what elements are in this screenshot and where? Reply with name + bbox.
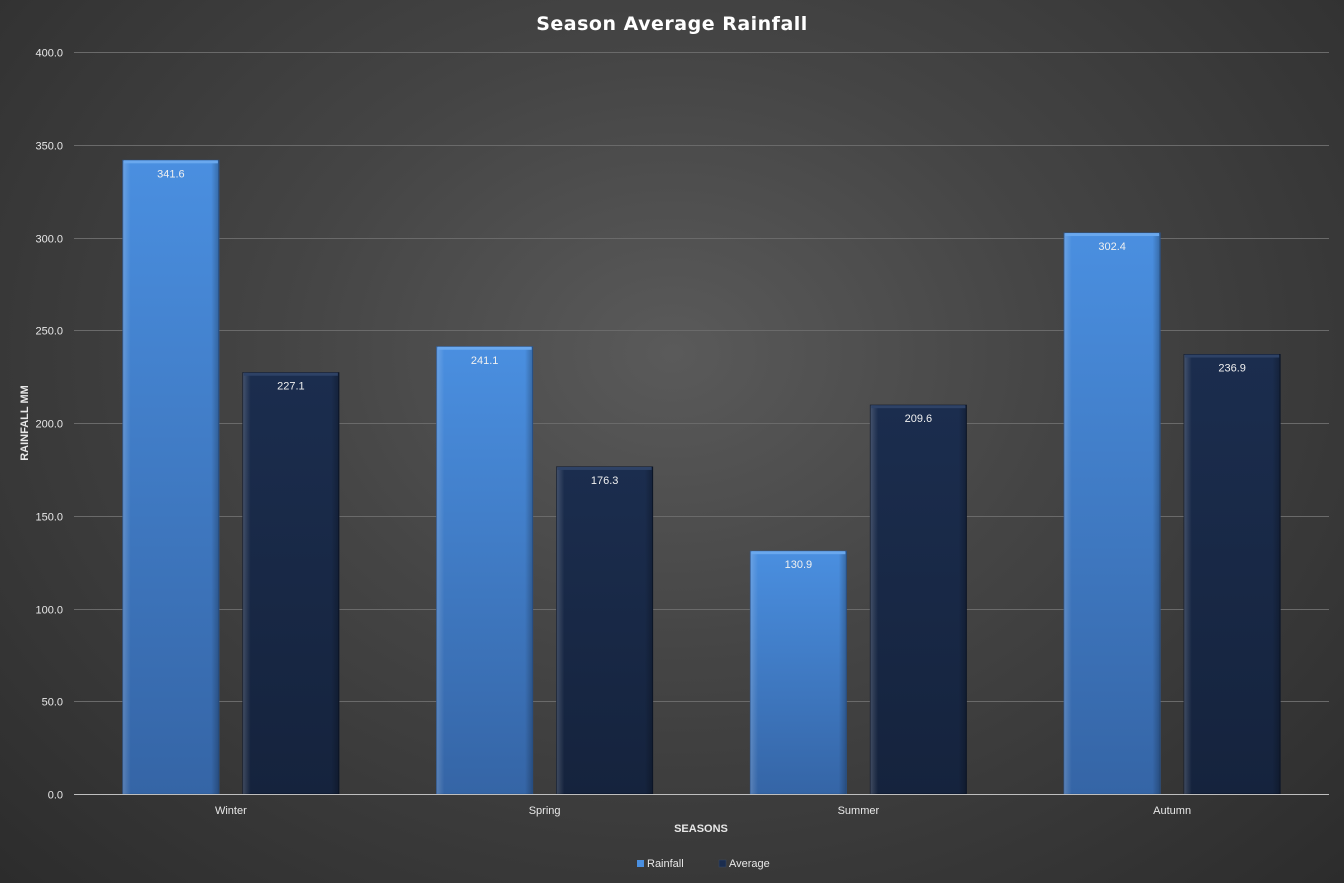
data-label-rainfall-winter: 341.6 — [157, 168, 185, 180]
legend: Rainfall Average — [637, 858, 770, 870]
x-tick-label: Summer — [838, 805, 880, 817]
y-tick-label: 0.0 — [48, 790, 63, 802]
bar-cap — [123, 160, 218, 164]
x-tick-label: Winter — [215, 805, 247, 817]
bar-rainfall-spring — [436, 346, 534, 795]
bar-cap — [751, 551, 846, 555]
bar-shading — [436, 346, 533, 794]
bar-average-summer — [869, 404, 967, 795]
data-label-rainfall-spring: 241.1 — [471, 355, 499, 367]
y-tick-label: 350.0 — [35, 141, 63, 153]
bar-cap — [243, 372, 338, 376]
data-label-average-winter: 227.1 — [277, 381, 305, 393]
bar-cap — [437, 346, 532, 350]
legend-swatch-rainfall — [637, 860, 644, 867]
legend-item-rainfall: Rainfall — [637, 858, 684, 870]
bar-cap — [1065, 233, 1160, 237]
legend-item-average: Average — [718, 858, 770, 870]
bar-shading — [556, 466, 653, 794]
data-label-average-summer: 209.6 — [905, 413, 933, 425]
bar-cap — [557, 466, 652, 470]
bar-shading — [870, 405, 967, 794]
bar-shading — [242, 372, 339, 794]
bar-average-winter — [242, 372, 340, 795]
data-label-rainfall-summer: 130.9 — [785, 559, 813, 571]
bar-cap — [871, 405, 966, 409]
y-tick-label: 200.0 — [35, 419, 63, 431]
y-tick-label: 400.0 — [35, 48, 63, 60]
data-label-average-autumn: 236.9 — [1218, 363, 1246, 375]
x-tick-label: Spring — [529, 805, 561, 817]
chart-title: Season Average Rainfall — [536, 13, 808, 35]
bar-shading — [122, 160, 219, 794]
y-axis-tick-labels: 0.0 50.0 100.0 150.0 200.0 250.0 300.0 350.0 400… — [35, 48, 63, 802]
bar-rainfall-autumn — [1063, 232, 1161, 795]
bar-average-spring — [556, 466, 654, 795]
y-tick-label: 300.0 — [35, 234, 63, 246]
x-tick-label: Autumn — [1153, 805, 1191, 817]
bar-shading — [1184, 354, 1281, 794]
legend-label-rainfall: Rainfall — [647, 858, 684, 870]
data-label-rainfall-autumn: 302.4 — [1098, 241, 1126, 253]
x-axis-title: SEASONS — [674, 823, 728, 835]
legend-label-average: Average — [729, 858, 770, 870]
bar-cap — [1185, 354, 1280, 358]
legend-swatch-average — [718, 859, 727, 868]
bars — [122, 159, 1281, 795]
bar-rainfall-summer — [749, 550, 847, 795]
y-tick-label: 100.0 — [35, 605, 63, 617]
y-tick-label: 150.0 — [35, 512, 63, 524]
data-label-average-spring: 176.3 — [591, 475, 619, 487]
bar-shading — [750, 551, 847, 794]
y-axis-title: RAINFALL MM — [19, 385, 31, 461]
bar-average-autumn — [1183, 354, 1281, 795]
bar-rainfall-winter — [122, 159, 220, 795]
x-axis-tick-labels: Winter Spring Summer Autumn — [215, 805, 1191, 817]
y-tick-label: 250.0 — [35, 326, 63, 338]
data-labels: 341.6 227.1 241.1 176.3 130.9 209.6 302.4 236.9 — [157, 168, 1246, 571]
bar-shading — [1064, 233, 1161, 795]
y-tick-label: 50.0 — [42, 697, 63, 709]
